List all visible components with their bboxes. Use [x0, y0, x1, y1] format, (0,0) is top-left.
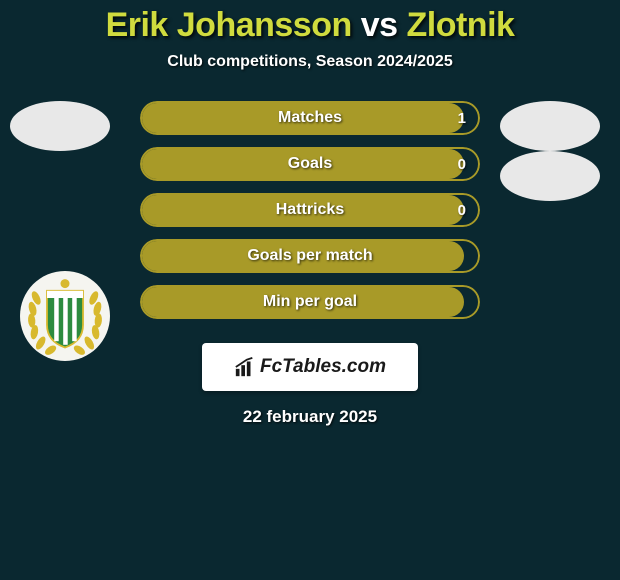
- stat-bar: Goals0: [140, 147, 480, 181]
- bar-label: Goals per match: [140, 239, 480, 273]
- bar-value-right: 0: [458, 147, 466, 181]
- page-title: Erik Johansson vs Zlotnik: [0, 0, 620, 45]
- stat-bar: Goals per match: [140, 239, 480, 273]
- player2-club-badge-placeholder: [500, 151, 600, 201]
- branding-box: FcTables.com: [202, 343, 418, 391]
- bar-value-right: 1: [458, 101, 466, 135]
- stat-bars: Matches1Goals0Hattricks0Goals per matchM…: [140, 101, 480, 331]
- bar-label: Goals: [140, 147, 480, 181]
- player1-club-badge: [20, 271, 110, 361]
- stat-bar: Min per goal: [140, 285, 480, 319]
- bar-value-right: 0: [458, 193, 466, 227]
- subtitle: Club competitions, Season 2024/2025: [0, 53, 620, 71]
- title-vs: vs: [361, 6, 398, 44]
- player1-photo-placeholder: [10, 101, 110, 151]
- stat-bar: Matches1: [140, 101, 480, 135]
- player2-photo-placeholder: [500, 101, 600, 151]
- bar-label: Min per goal: [140, 285, 480, 319]
- title-player2: Zlotnik: [407, 6, 515, 44]
- bar-label: Hattricks: [140, 193, 480, 227]
- branding-text: FcTables.com: [260, 356, 386, 378]
- title-player1: Erik Johansson: [106, 6, 352, 44]
- stat-bar: Hattricks0: [140, 193, 480, 227]
- club-crest-icon: [20, 271, 110, 361]
- comparison-content: Matches1Goals0Hattricks0Goals per matchM…: [0, 101, 620, 331]
- date: 22 february 2025: [0, 407, 620, 427]
- chart-icon: [234, 356, 256, 378]
- branding: FcTables.com: [234, 356, 386, 378]
- bar-label: Matches: [140, 101, 480, 135]
